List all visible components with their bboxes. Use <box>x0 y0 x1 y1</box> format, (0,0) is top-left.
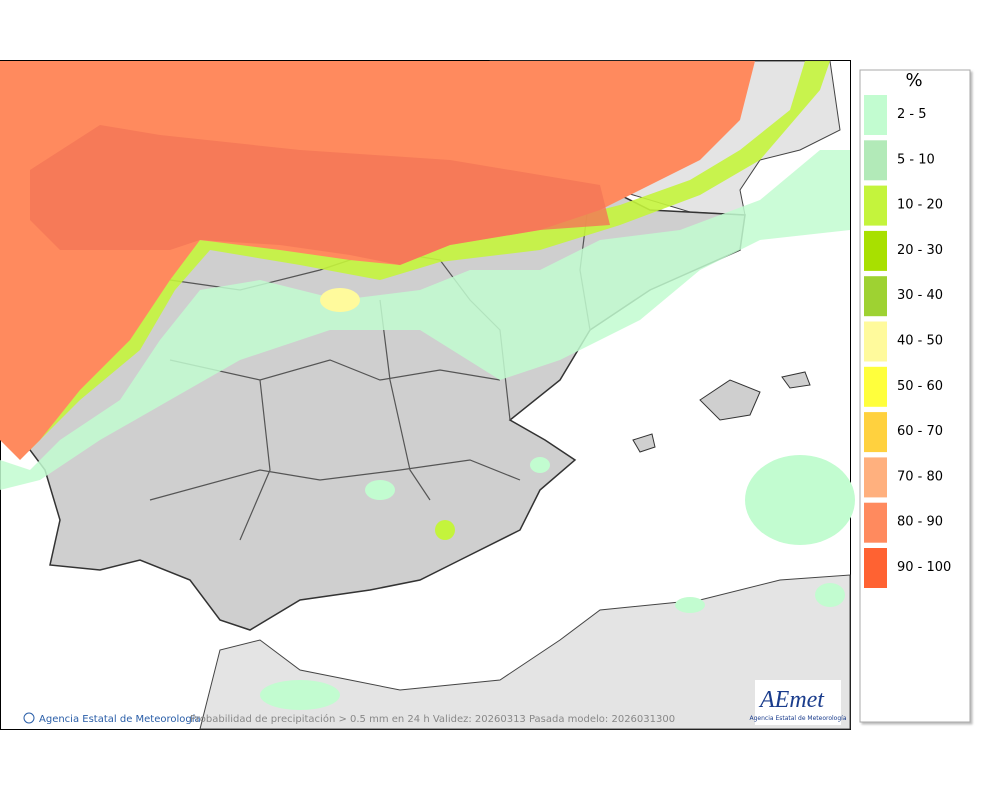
legend-label: 40 - 50 <box>897 334 943 349</box>
legend-label: 20 - 30 <box>897 243 943 258</box>
precip-patches <box>260 288 855 710</box>
legend-swatch <box>864 140 887 181</box>
logo-box <box>755 680 841 725</box>
legend-label: 2 - 5 <box>897 107 927 122</box>
legend-label: 10 - 20 <box>897 198 943 213</box>
precip-green <box>0 150 850 490</box>
legend-swatch <box>864 185 887 226</box>
legend-swatch <box>864 95 887 135</box>
legend-swatch <box>864 230 887 271</box>
legend-swatch <box>864 321 887 362</box>
legend-label: 80 - 90 <box>897 515 943 530</box>
legend: % 2 - 5 5 - 10 10 - 20 20 - 30 30 - 40 40 - 5… <box>859 69 971 723</box>
legend-swatch <box>864 457 887 498</box>
legend-swatch <box>864 276 887 317</box>
logo-subtitle: Agencia Estatal de Meteorología <box>750 715 847 722</box>
logo: AEmet Agencia Estatal de Meteorología <box>750 680 847 725</box>
mallorca <box>699 379 761 421</box>
africa <box>199 574 851 730</box>
agency-credit: Agencia Estatal de Meteorología <box>39 713 201 725</box>
legend-label: 50 - 60 <box>897 379 943 394</box>
legend-swatch <box>864 548 887 588</box>
footer: Agencia Estatal de Meteorología Probabil… <box>23 712 675 725</box>
legend-label: 5 - 10 <box>897 152 935 167</box>
map <box>0 60 855 730</box>
menorca <box>781 371 811 389</box>
map-caption: Probabilidad de precipitación > 0.5 mm e… <box>190 713 675 725</box>
legend-swatch <box>864 366 887 407</box>
legend-label: 70 - 80 <box>897 469 943 484</box>
ibiza <box>632 433 656 453</box>
logo-name: AEmet <box>758 687 825 713</box>
legend-label: 60 - 70 <box>897 424 943 439</box>
legend-swatch <box>864 412 887 453</box>
precip-red <box>30 125 610 265</box>
legend-label: 90 - 100 <box>897 560 951 575</box>
legend-swatch <box>864 502 887 543</box>
copyright-icon <box>23 712 35 724</box>
legend-label: 30 - 40 <box>897 288 943 303</box>
legend-title: % <box>905 70 922 91</box>
